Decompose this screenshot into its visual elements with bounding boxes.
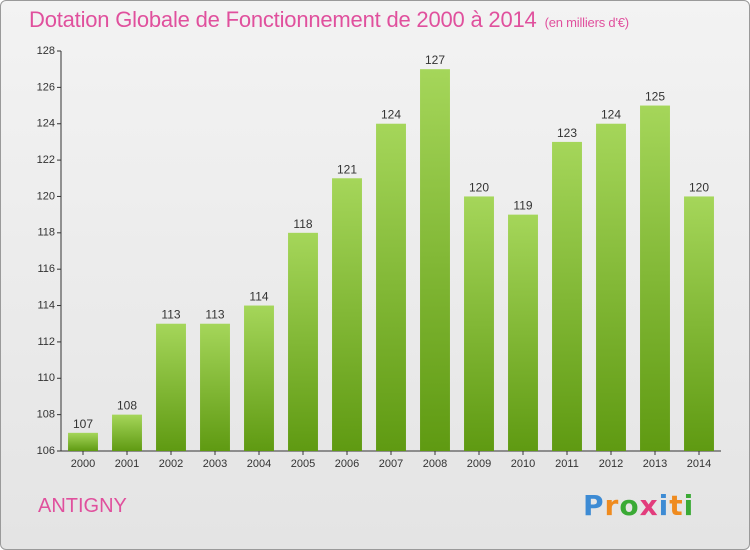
y-tick-label: 110 [37,372,55,384]
chart-title: Dotation Globale de Fonctionnement de 20… [29,7,629,33]
bar [420,69,450,451]
x-tick-label: 2006 [335,458,359,470]
y-tick-label: 116 [37,263,55,275]
y-tick-label: 106 [37,445,55,457]
bar [464,196,494,451]
bar [552,141,582,451]
bar-value-label: 121 [337,162,357,176]
y-tick-label: 124 [37,118,55,130]
x-tick-label: 2008 [423,458,447,470]
bar [596,123,626,452]
bar [68,432,98,451]
bar-value-label: 107 [73,417,93,431]
bar [288,232,318,451]
bar-value-label: 118 [293,217,312,231]
y-tick-label: 120 [37,190,55,202]
bar [508,214,538,451]
y-tick-label: 128 [37,45,55,57]
bar-value-label: 124 [381,108,401,122]
logo-letter: t [669,489,684,522]
y-tick-label: 108 [37,409,55,421]
x-tick-label: 2003 [203,458,227,470]
bar-value-label: 124 [601,108,621,122]
bar [156,323,186,451]
logo-letter: r [604,489,620,522]
logo-letter: P [583,489,605,522]
y-tick-label: 114 [37,299,55,311]
bar [640,105,670,451]
logo-letter: o [619,489,640,522]
bar-value-label: 123 [557,126,577,140]
chart-title-text: Dotation Globale de Fonctionnement de 20… [29,7,537,32]
x-tick-label: 2004 [247,458,271,470]
proxiti-logo[interactable]: Proxiti [583,489,694,522]
bar [684,196,714,451]
x-tick-label: 2011 [555,458,579,470]
x-tick-label: 2014 [687,458,711,470]
bar-value-label: 120 [689,180,709,194]
y-tick-label: 112 [37,336,55,348]
x-tick-label: 2009 [467,458,491,470]
commune-name: ANTIGNY [38,495,127,517]
bar [112,414,142,451]
logo-letter: x [639,489,659,522]
bar-value-label: 113 [161,308,180,322]
bar-value-label: 127 [425,53,445,67]
x-tick-label: 2013 [643,458,667,470]
bar [332,178,362,452]
bar-value-label: 119 [513,199,532,213]
y-tick-label: 126 [37,81,55,93]
bar-value-label: 114 [249,290,268,304]
bar [200,323,230,451]
bar [244,305,274,451]
x-tick-label: 2005 [291,458,315,470]
y-tick-label: 122 [37,154,55,166]
bar-value-label: 125 [645,90,665,104]
x-tick-label: 2002 [159,458,183,470]
logo-letter: i [658,489,670,522]
x-tick-label: 2007 [379,458,403,470]
bar-value-label: 120 [469,180,489,194]
x-tick-label: 2000 [71,458,95,470]
bar-value-label: 108 [117,399,137,413]
x-tick-label: 2001 [115,458,139,470]
logo-letter: i [683,489,695,522]
x-tick-label: 2010 [511,458,535,470]
x-tick-label: 2012 [599,458,623,470]
bar [376,123,406,452]
chart-unit: (en milliers d'€) [544,15,630,30]
bar-value-label: 113 [205,308,224,322]
y-tick-label: 118 [37,227,55,239]
